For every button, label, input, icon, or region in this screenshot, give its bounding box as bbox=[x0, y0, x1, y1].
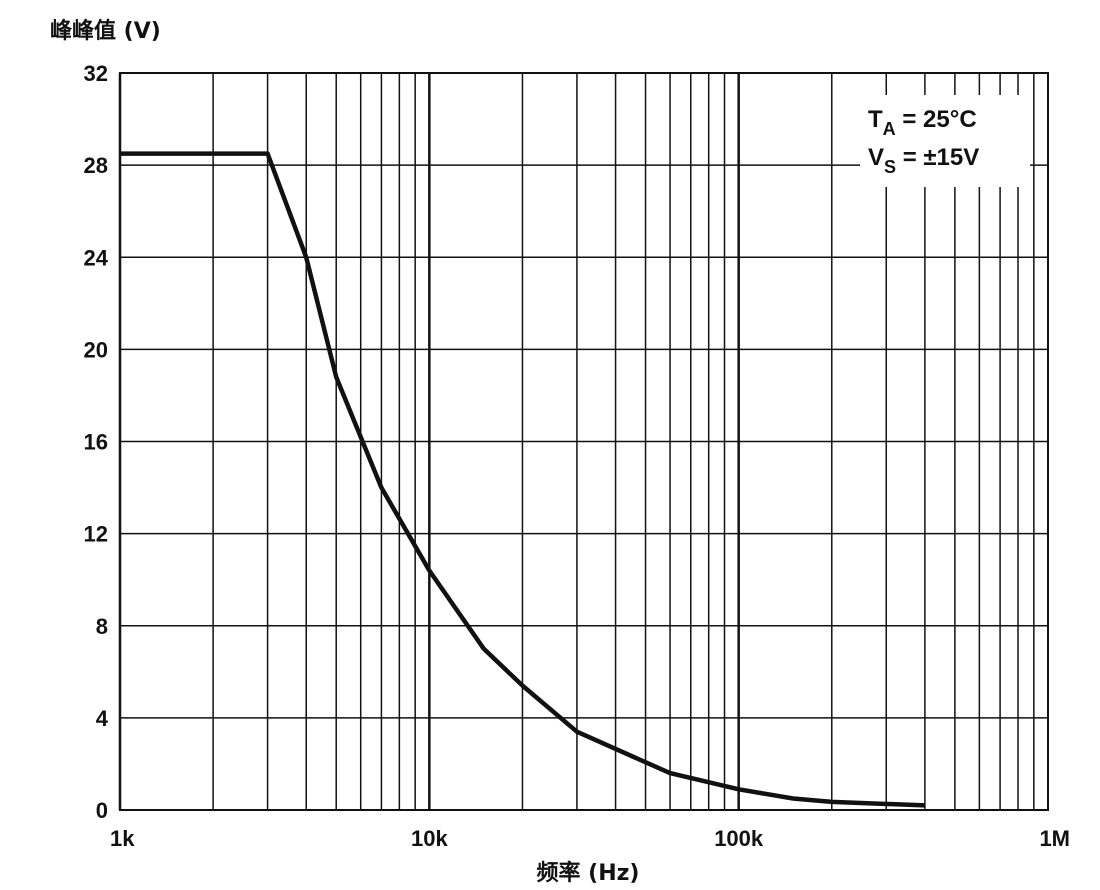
y-axis-title: 峰峰值 (V) bbox=[50, 18, 161, 44]
annotation-value: = ±15V bbox=[896, 144, 979, 171]
x-tick-label: 10k bbox=[411, 826, 448, 851]
y-tick-label: 4 bbox=[96, 706, 109, 731]
x-tick-labels: 1k 10k 100k 1M bbox=[110, 826, 1070, 851]
y-tick-label: 8 bbox=[96, 614, 108, 639]
annotation-value: = 25°C bbox=[896, 106, 977, 133]
y-tick-label: 16 bbox=[84, 430, 108, 455]
annotation-line: VS = ±15V bbox=[868, 144, 979, 177]
series bbox=[120, 151, 925, 808]
annotation-line: TA = 25°C bbox=[868, 106, 977, 139]
x-tick-label: 100k bbox=[714, 826, 764, 851]
x-tick-label: 1k bbox=[110, 826, 135, 851]
plot-frame bbox=[119, 72, 1049, 811]
annotation-subscript: S bbox=[884, 157, 896, 177]
annotation-symbol: V bbox=[868, 144, 884, 171]
x-tick-label: 1M bbox=[1039, 826, 1070, 851]
y-tick-label: 12 bbox=[84, 522, 108, 547]
y-tick-label: 24 bbox=[84, 245, 109, 270]
y-tick-label: 0 bbox=[96, 798, 108, 823]
annotation-symbol: T bbox=[868, 106, 883, 133]
series-line bbox=[120, 151, 925, 808]
grid bbox=[118, 72, 1048, 811]
y-tick-labels: 0 4 8 12 16 20 24 28 32 bbox=[84, 61, 109, 823]
annotation: TA = 25°C VS = ±15V bbox=[868, 106, 979, 177]
x-axis-title: 频率 (Hz) bbox=[537, 860, 640, 886]
y-tick-label: 28 bbox=[84, 153, 108, 178]
annotation-background bbox=[860, 95, 1030, 187]
y-tick-label: 32 bbox=[84, 61, 108, 86]
y-tick-label: 20 bbox=[84, 337, 108, 362]
annotation-subscript: A bbox=[883, 119, 896, 139]
